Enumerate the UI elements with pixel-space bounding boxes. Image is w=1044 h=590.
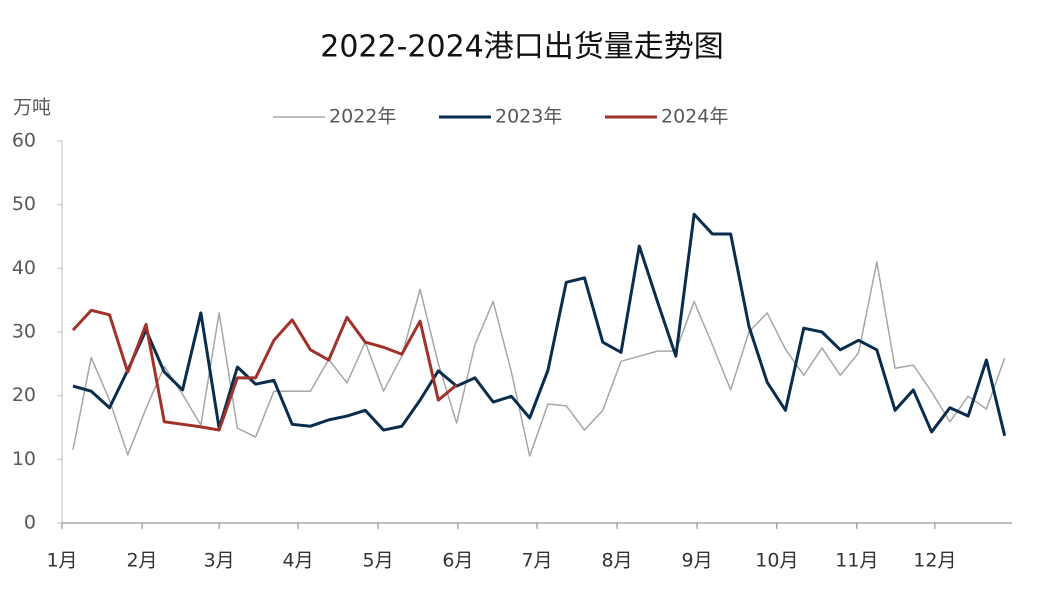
x-tick-label: 12月 [913,550,956,572]
x-tick-label: 6月 [442,550,473,572]
y-axis-label: 万吨 [13,97,51,119]
x-tick-label: 9月 [681,550,712,572]
x-tick-label: 1月 [46,550,77,572]
legend-label: 2024年 [661,106,728,128]
x-tick-label: 4月 [282,550,313,572]
series-line [72,261,1006,457]
x-tick-label: 7月 [521,550,552,572]
x-tick-label: 8月 [601,550,632,572]
y-tick-label: 20 [12,384,36,406]
series-line [72,212,1007,437]
legend-label: 2023年 [495,106,562,128]
y-tick-label: 40 [12,257,36,279]
y-tick-label: 30 [12,321,36,343]
x-tick-label: 10月 [755,550,798,572]
legend-label: 2022年 [329,106,396,128]
y-tick-label: 50 [12,193,36,215]
series-line [71,308,458,432]
x-tick-label: 3月 [204,550,235,572]
x-tick-label: 2月 [126,550,157,572]
y-tick-label: 60 [12,130,36,152]
y-tick-label: 0 [24,512,36,534]
x-tick-label: 11月 [835,550,878,572]
chart-title: 2022-2024港口出货量走势图 [320,30,724,65]
y-tick-label: 10 [12,448,36,470]
x-tick-label: 5月 [363,550,394,572]
